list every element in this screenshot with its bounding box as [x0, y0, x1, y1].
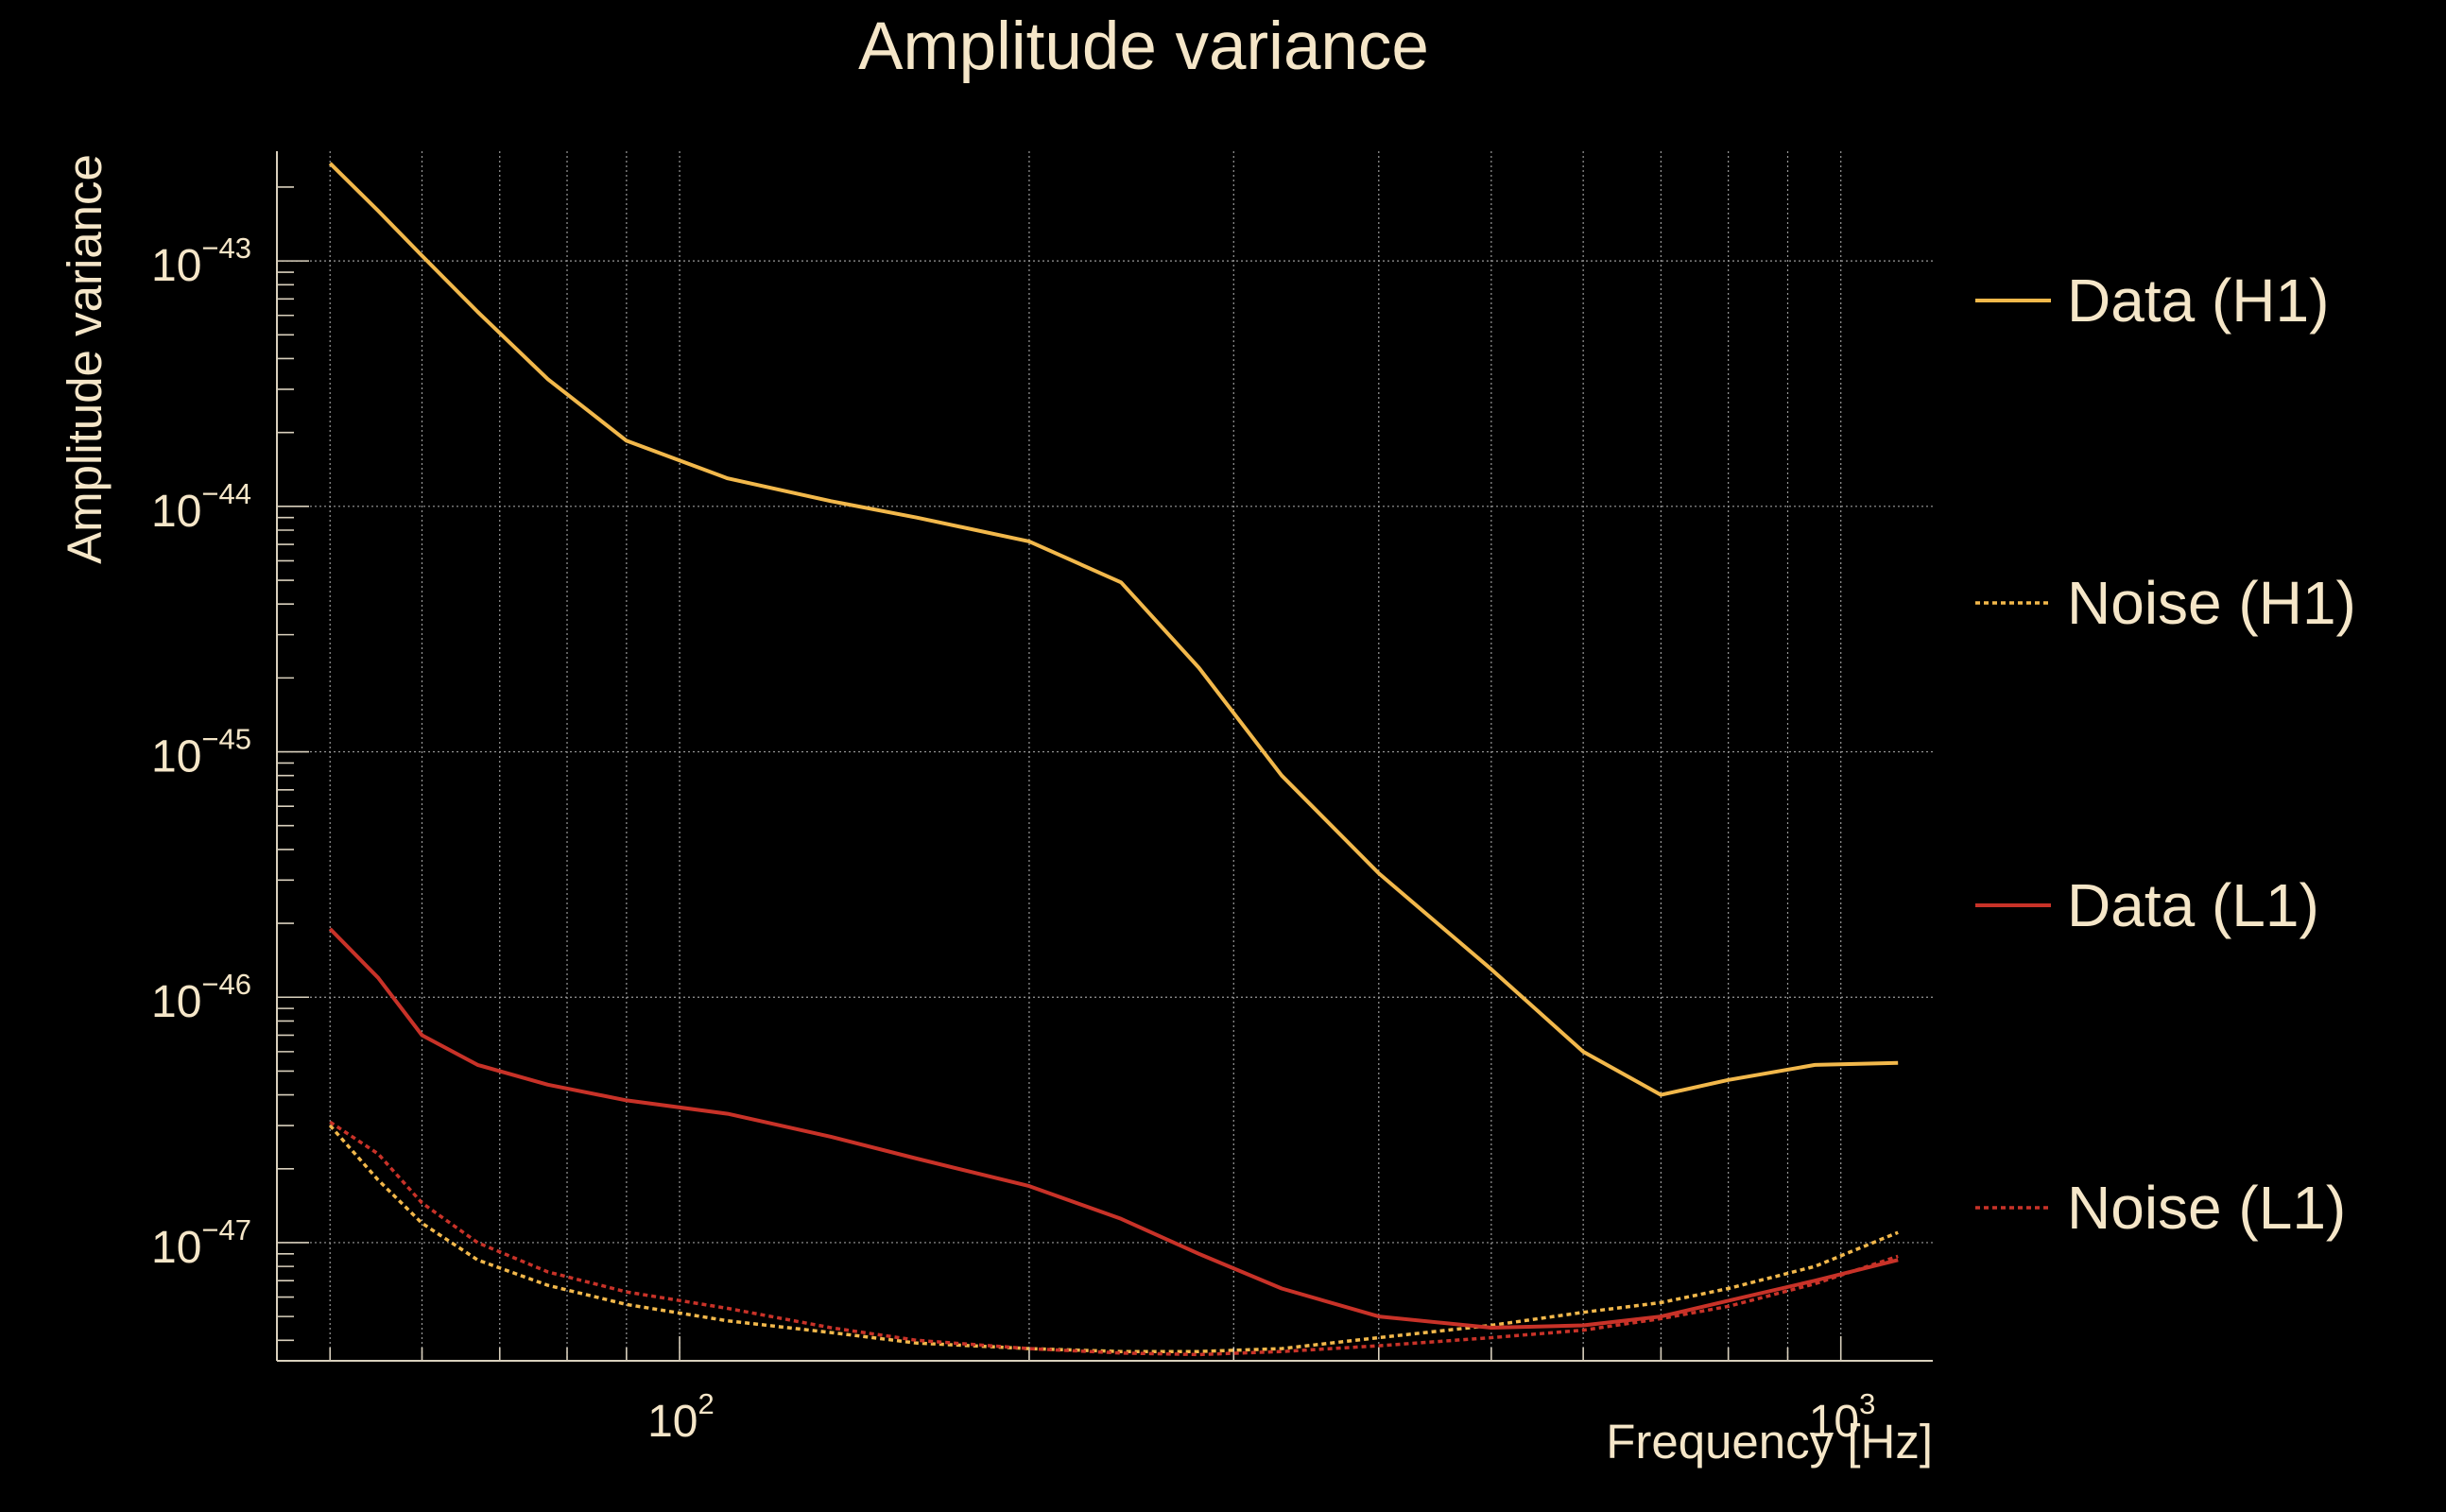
ticks [277, 186, 1842, 1361]
legend-label: Data (L1) [2067, 871, 2319, 939]
x-axis-label: Frequency [Hz] [1606, 1415, 1933, 1469]
y-tick-label: 10−47 [151, 1213, 251, 1273]
legend: Data (H1) Noise (H1) Data (L1) Noise (L1) [1975, 266, 2356, 1242]
legend-item: Data (L1) [1975, 871, 2319, 939]
x-tick-label: 102 [647, 1387, 715, 1447]
series-line-noise-l1 [329, 1120, 1899, 1357]
legend-item: Data (H1) [1975, 266, 2329, 335]
series [328, 162, 1899, 1357]
axes [276, 151, 1933, 1362]
y-axis-label: Amplitude variance [58, 154, 112, 564]
series-line-data-l1 [328, 927, 1899, 1330]
series-line-data-h1 [328, 162, 1899, 1097]
x-tick-label: 103 [1809, 1387, 1876, 1447]
legend-label: Noise (H1) [2067, 569, 2356, 637]
legend-label: Data (H1) [2067, 266, 2329, 335]
y-tick-label: 10−45 [151, 723, 251, 782]
y-tick-label: 10−46 [151, 968, 251, 1027]
tick-labels: 10−43 10−44 10−45 10−46 10−47 102 103 [151, 232, 1875, 1447]
legend-item: Noise (L1) [1975, 1174, 2346, 1242]
y-tick-label: 10−43 [151, 232, 251, 291]
series-line-noise-h1 [328, 1124, 1899, 1353]
legend-item: Noise (H1) [1975, 569, 2356, 637]
legend-label: Noise (L1) [2067, 1174, 2346, 1242]
chart-title: Amplitude variance [858, 9, 1429, 84]
grid [277, 151, 1933, 1361]
y-tick-label: 10−44 [151, 477, 251, 537]
